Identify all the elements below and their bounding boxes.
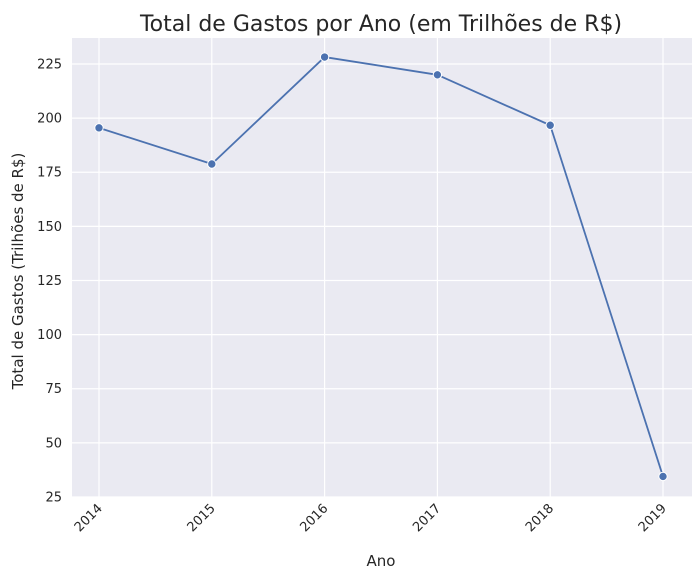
y-tick-label: 150 (37, 220, 62, 235)
y-tick-label: 50 (45, 436, 62, 451)
x-tick-label: 2014 (72, 501, 106, 535)
chart-title: Total de Gastos por Ano (em Trilhões de … (139, 12, 622, 37)
plot-area (72, 38, 692, 497)
data-point (319, 52, 330, 62)
data-point (94, 123, 104, 133)
data-point (207, 159, 217, 169)
grid-lines (72, 38, 692, 498)
series-line (98, 56, 664, 477)
y-tick-label: 75 (45, 382, 62, 397)
data-point (432, 70, 443, 80)
y-tick-label: 125 (37, 274, 62, 289)
x-tick-label: 2017 (410, 501, 444, 535)
series-layer (94, 52, 668, 482)
x-axis-label: Ano (367, 552, 396, 570)
x-tick-label: 2016 (297, 501, 331, 535)
y-axis-ticks: 25 50 75 100 125 150 175 200 225 (37, 57, 62, 505)
data-point (545, 120, 555, 130)
x-tick-label: 2015 (185, 501, 219, 535)
y-tick-label: 100 (37, 328, 62, 343)
x-axis-ticks: 2014 2015 2016 2017 2018 2019 (72, 501, 670, 535)
y-tick-label: 175 (37, 166, 62, 181)
x-tick-label: 2019 (636, 501, 670, 535)
y-tick-label: 25 (45, 491, 62, 506)
data-point (658, 471, 668, 482)
x-tick-label: 2018 (523, 501, 557, 535)
y-tick-label: 225 (37, 57, 62, 72)
y-tick-label: 200 (37, 112, 62, 127)
y-axis-label: Total de Gastos (Trilhões de R$) (9, 153, 27, 391)
